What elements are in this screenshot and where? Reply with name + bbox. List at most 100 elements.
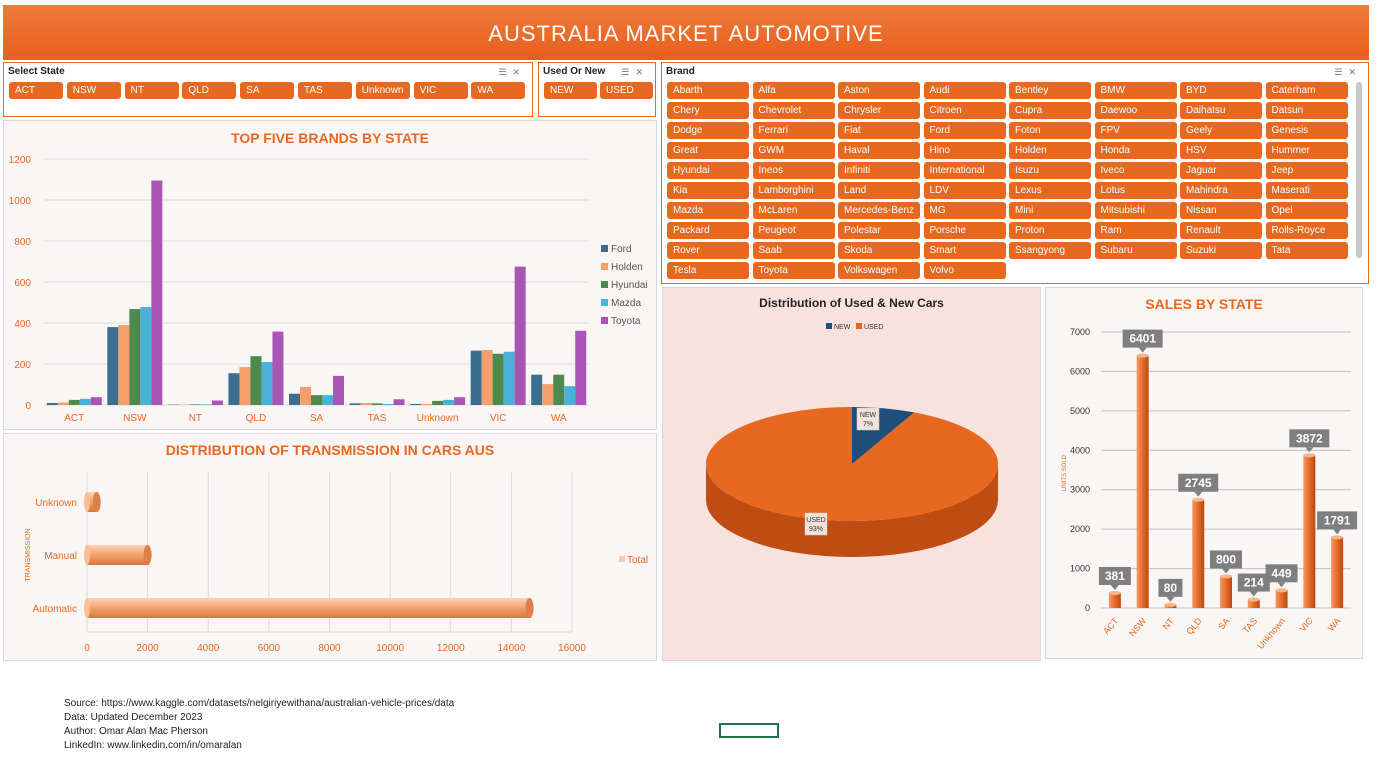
used-new-button-used[interactable]: USED xyxy=(600,82,653,99)
brand-button-honda[interactable]: Honda xyxy=(1094,142,1177,159)
brand-button-ineos[interactable]: Ineos xyxy=(752,162,835,179)
brand-button-proton[interactable]: Proton xyxy=(1009,222,1091,239)
brand-button-infiniti[interactable]: Infiniti xyxy=(838,162,920,179)
brand-button-mitsubishi[interactable]: Mitsubishi xyxy=(1094,202,1177,219)
brand-button-lotus[interactable]: Lotus xyxy=(1094,182,1177,199)
clear-filter-icon[interactable]: ✕ xyxy=(512,67,526,77)
bar-hyundai-wa[interactable] xyxy=(553,374,565,405)
brand-button-volkswagen[interactable]: Volkswagen xyxy=(838,262,920,279)
state-button-nsw[interactable]: NSW xyxy=(66,82,121,99)
clear-filter-icon[interactable]: ✕ xyxy=(635,67,649,77)
bar-toyota-vic[interactable] xyxy=(514,266,526,405)
brand-button-gwm[interactable]: GWM xyxy=(752,142,835,159)
bar-mazda-nsw[interactable] xyxy=(140,307,152,405)
selected-cell[interactable] xyxy=(719,723,779,738)
brand-button-polestar[interactable]: Polestar xyxy=(838,222,920,239)
bar-hyundai-nsw[interactable] xyxy=(129,309,141,405)
bar-toyota-unknown[interactable] xyxy=(454,397,466,405)
bar-mazda-sa[interactable] xyxy=(322,395,333,405)
bar-holden-nsw[interactable] xyxy=(118,325,130,405)
bar-mazda-tas[interactable] xyxy=(382,403,394,405)
brand-button-cupra[interactable]: Cupra xyxy=(1009,102,1091,119)
brand-button-genesis[interactable]: Genesis xyxy=(1265,122,1348,139)
state-button-wa[interactable]: WA xyxy=(471,82,526,99)
bar-hyundai-vic[interactable] xyxy=(492,353,504,405)
brand-button-audi[interactable]: Audi xyxy=(923,82,1006,99)
bar-toyota-qld[interactable] xyxy=(272,331,284,405)
pie-slice-used[interactable] xyxy=(705,407,998,521)
state-button-tas[interactable]: TAS xyxy=(298,82,352,99)
brand-button-opel[interactable]: Opel xyxy=(1265,202,1348,219)
brand-button-daewoo[interactable]: Daewoo xyxy=(1094,102,1177,119)
brand-button-isuzu[interactable]: Isuzu xyxy=(1009,162,1091,179)
brand-button-rover[interactable]: Rover xyxy=(667,242,749,259)
bar-sa[interactable] xyxy=(1220,576,1232,608)
bar-automatic[interactable] xyxy=(87,598,530,618)
bar-toyota-sa[interactable] xyxy=(333,375,344,405)
brand-button-hino[interactable]: Hino xyxy=(923,142,1006,159)
brand-button-land[interactable]: Land xyxy=(838,182,920,199)
brand-button-mahindra[interactable]: Mahindra xyxy=(1180,182,1262,199)
brand-button-chevrolet[interactable]: Chevrolet xyxy=(752,102,835,119)
brand-button-skoda[interactable]: Skoda xyxy=(838,242,920,259)
brand-button-mazda[interactable]: Mazda xyxy=(667,202,749,219)
brand-button-ram[interactable]: Ram xyxy=(1094,222,1177,239)
bar-ford-qld[interactable] xyxy=(228,373,240,405)
brand-button-caterham[interactable]: Caterham xyxy=(1265,82,1348,99)
brand-button-abarth[interactable]: Abarth xyxy=(667,82,749,99)
brand-button-daihatsu[interactable]: Daihatsu xyxy=(1180,102,1262,119)
bar-toyota-tas[interactable] xyxy=(393,399,405,405)
bar-wa[interactable] xyxy=(1331,537,1344,608)
brand-button-holden[interactable]: Holden xyxy=(1009,142,1091,159)
brand-button-mclaren[interactable]: McLaren xyxy=(752,202,835,219)
bar-ford-act[interactable] xyxy=(46,402,58,405)
brand-button-tesla[interactable]: Tesla xyxy=(667,262,749,279)
bar-mazda-act[interactable] xyxy=(79,398,91,405)
brand-button-fpv[interactable]: FPV xyxy=(1094,122,1177,139)
bar-holden-tas[interactable] xyxy=(360,402,372,405)
brand-slicer-scrollbar[interactable] xyxy=(1356,82,1362,258)
brand-button-lamborghini[interactable]: Lamborghini xyxy=(752,182,835,199)
bar-holden-act[interactable] xyxy=(57,402,69,405)
brand-button-dodge[interactable]: Dodge xyxy=(667,122,749,139)
brand-button-mercedes-benz[interactable]: Mercedes-Benz xyxy=(838,202,920,219)
bar-ford-vic[interactable] xyxy=(470,350,482,405)
bar-act[interactable] xyxy=(1108,592,1121,608)
state-button-sa[interactable]: SA xyxy=(240,82,295,99)
brand-button-byd[interactable]: BYD xyxy=(1180,82,1262,99)
brand-button-citroen[interactable]: Citroen xyxy=(923,102,1006,119)
bar-hyundai-act[interactable] xyxy=(68,399,80,405)
brand-button-maserati[interactable]: Maserati xyxy=(1265,182,1348,199)
brand-button-iveco[interactable]: Iveco xyxy=(1094,162,1177,179)
bar-hyundai-qld[interactable] xyxy=(250,356,262,405)
multi-select-icon[interactable]: ☰ xyxy=(498,67,513,77)
bar-mazda-unknown[interactable] xyxy=(443,399,455,405)
bar-mazda-qld[interactable] xyxy=(261,361,273,405)
bar-hyundai-nt[interactable] xyxy=(189,404,201,405)
bar-vic[interactable] xyxy=(1303,455,1316,608)
brand-button-saab[interactable]: Saab xyxy=(752,242,835,259)
bar-unknown[interactable] xyxy=(1275,590,1288,608)
bar-nsw[interactable] xyxy=(1136,355,1149,608)
brand-button-smart[interactable]: Smart xyxy=(923,242,1006,259)
multi-select-icon[interactable]: ☰ xyxy=(621,67,636,77)
bar-toyota-nt[interactable] xyxy=(211,400,223,405)
brand-button-toyota[interactable]: Toyota xyxy=(752,262,835,279)
brand-button-mini[interactable]: Mini xyxy=(1009,202,1091,219)
bar-hyundai-sa[interactable] xyxy=(311,395,322,405)
brand-button-kia[interactable]: Kia xyxy=(667,182,749,199)
brand-button-haval[interactable]: Haval xyxy=(838,142,920,159)
clear-filter-icon[interactable]: ✕ xyxy=(1348,67,1362,77)
brand-button-jeep[interactable]: Jeep xyxy=(1265,162,1348,179)
state-button-act[interactable]: ACT xyxy=(9,82,63,99)
bar-hyundai-tas[interactable] xyxy=(371,403,383,405)
brand-button-foton[interactable]: Foton xyxy=(1009,122,1091,139)
state-button-vic[interactable]: VIC xyxy=(413,82,468,99)
bar-ford-unknown[interactable] xyxy=(410,403,422,405)
brand-button-mg[interactable]: MG xyxy=(923,202,1006,219)
brand-button-geely[interactable]: Geely xyxy=(1180,122,1262,139)
bar-toyota-nsw[interactable] xyxy=(151,180,163,405)
brand-button-jaguar[interactable]: Jaguar xyxy=(1180,162,1262,179)
brand-button-ferrari[interactable]: Ferrari xyxy=(752,122,835,139)
bar-mazda-vic[interactable] xyxy=(503,351,515,405)
